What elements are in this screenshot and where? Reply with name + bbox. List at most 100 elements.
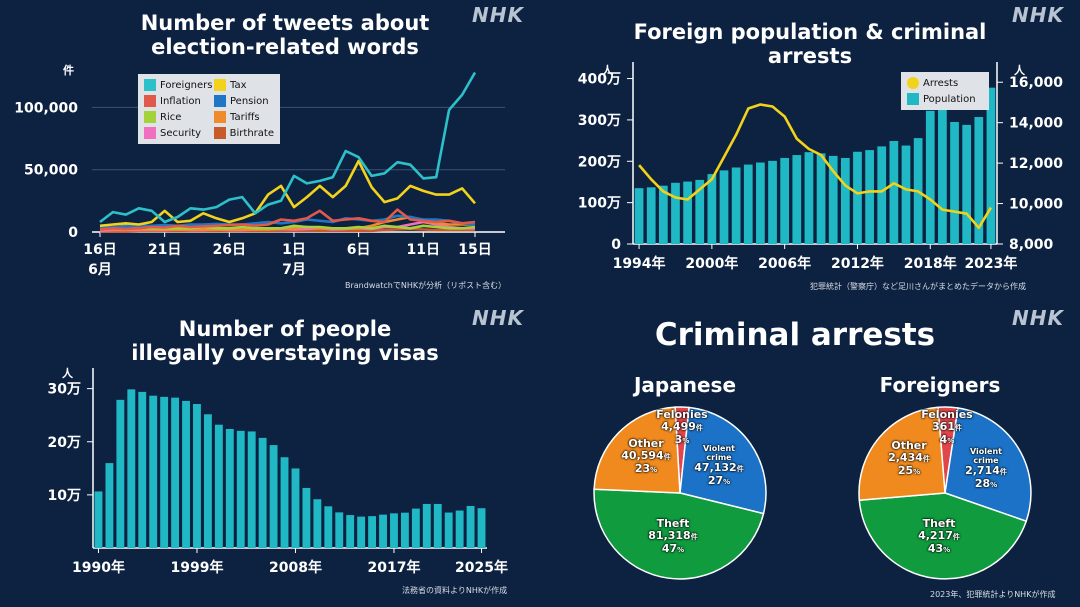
pie-label-name-line: Violent bbox=[970, 447, 1002, 456]
overstay-bar bbox=[269, 445, 278, 548]
pie-title-japanese: Japanese bbox=[633, 373, 737, 397]
overstay-ytick-label: 10万 bbox=[48, 488, 81, 504]
overstay-bar bbox=[444, 512, 453, 548]
pie-label-name-line: crime bbox=[973, 456, 999, 465]
population-bar bbox=[792, 155, 802, 244]
population-bar bbox=[707, 174, 717, 244]
pie-label-count: 40,594件 bbox=[606, 450, 686, 463]
pie-label-name: Other bbox=[628, 437, 664, 450]
legend-swatch-tariffs bbox=[214, 111, 226, 123]
population-bar bbox=[658, 185, 668, 244]
pie-label-percent: 4% bbox=[907, 434, 987, 447]
panel-population: Foreign population & criminal arrests NH… bbox=[540, 0, 1080, 303]
tweets-legend: Foreigners Tax Inflation Pension Rice Tariffs… bbox=[138, 74, 280, 144]
population-bar bbox=[925, 110, 935, 245]
pie-label-count: 47,132件 bbox=[679, 462, 759, 475]
pie-slice-japanese-theft bbox=[593, 488, 765, 580]
overstay-bar bbox=[313, 499, 322, 548]
population-bar bbox=[840, 157, 850, 244]
population-xtick-label: 2006年 bbox=[758, 255, 811, 272]
pie-count-unit: 件 bbox=[695, 424, 703, 432]
overstay-xtick-label: 2025年 bbox=[455, 559, 508, 576]
pie-count-unit: 件 bbox=[952, 533, 960, 541]
legend-label-arrests: Arrests bbox=[923, 77, 959, 89]
pie-label-count: 361件 bbox=[907, 421, 987, 434]
population-bar bbox=[816, 153, 826, 244]
overstay-bar bbox=[291, 468, 300, 548]
panel-arrests: Criminal arrests NHK Japanese Foreigners… bbox=[540, 303, 1080, 607]
pie-count-value: 81,318 bbox=[648, 529, 691, 542]
tweets-xtick-sublabel: 6月 bbox=[88, 262, 112, 278]
population-left-tick-label: 400万 bbox=[578, 72, 621, 88]
tweets-ytick-label: 50,000 bbox=[24, 163, 78, 179]
legend-swatch-birthrate bbox=[214, 127, 226, 139]
overstay-bar bbox=[247, 431, 256, 548]
population-bar bbox=[828, 155, 838, 244]
pie-slice-foreigners-violent-crime bbox=[944, 407, 1032, 523]
overstay-xtick-label: 2017年 bbox=[367, 559, 420, 576]
nhk-logo-2: NHK bbox=[1012, 3, 1064, 27]
legend-swatch-pension bbox=[214, 95, 226, 107]
pie-count-unit: 件 bbox=[954, 424, 962, 432]
pie-label-count: 2,714件 bbox=[946, 465, 1026, 478]
pie-percent-sign: % bbox=[650, 466, 658, 474]
pie-percent-value: 25 bbox=[897, 464, 914, 477]
population-right-tick-label: 16,000 bbox=[1009, 75, 1063, 91]
pie-label-foreigners-theft: Theft 4,217件 43% bbox=[899, 518, 979, 556]
pie-label-percent: 3% bbox=[642, 434, 722, 447]
population-right-tick-label: 10,000 bbox=[1009, 197, 1063, 213]
population-bar bbox=[731, 167, 741, 244]
pie-slice-japanese-violent-crime bbox=[679, 406, 767, 515]
overstay-bar bbox=[171, 397, 180, 548]
legend-item-pension: Pension bbox=[214, 93, 274, 109]
overstay-bar bbox=[193, 404, 201, 548]
population-right-tick-label: 12,000 bbox=[1009, 156, 1063, 172]
overstay-bar bbox=[466, 505, 475, 548]
overstay-bar bbox=[368, 516, 377, 548]
pie-count-value: 2,434 bbox=[888, 451, 923, 464]
population-left-tick-label: 300万 bbox=[578, 113, 621, 129]
overstay-bar bbox=[149, 395, 158, 548]
pie-count-value: 4,217 bbox=[918, 529, 953, 542]
tweets-unit-label: 件 bbox=[63, 63, 74, 77]
panel-tweets: Number of tweets about election-related … bbox=[0, 0, 540, 303]
overstay-bar bbox=[335, 512, 344, 548]
pie-count-unit: 件 bbox=[922, 455, 930, 463]
pie-label-count: 4,217件 bbox=[899, 530, 979, 543]
legend-swatch-foreigners bbox=[144, 79, 156, 91]
legend-label-tax: Tax bbox=[230, 79, 247, 91]
pie-percent-value: 43 bbox=[927, 542, 944, 555]
tweets-series-line-pension bbox=[100, 214, 476, 229]
overstay-title-line-2: illegally overstaying visas bbox=[131, 341, 439, 365]
population-xtick-label: 2000年 bbox=[685, 255, 738, 272]
nhk-logo-4: NHK bbox=[1012, 306, 1064, 330]
pie-label-name: Felonies bbox=[656, 408, 708, 421]
pie-percent-value: 3 bbox=[674, 433, 683, 446]
pie-label-name: Theft bbox=[656, 517, 690, 530]
pie-label-percent: 28% bbox=[946, 478, 1026, 491]
pie-label-count: 2,434件 bbox=[869, 452, 949, 465]
pie-percent-value: 23 bbox=[634, 462, 651, 475]
population-bar bbox=[974, 117, 984, 244]
pie-percent-sign: % bbox=[990, 481, 998, 489]
overstay-bar bbox=[203, 414, 212, 548]
pie-count-value: 4,499 bbox=[661, 420, 696, 433]
population-bar bbox=[768, 160, 777, 244]
population-bar bbox=[901, 145, 911, 244]
legend-swatch-tax bbox=[214, 79, 226, 91]
pie-label-foreigners-violent-crime: Violent crime 2,714件 28% bbox=[946, 447, 1026, 491]
pie-label-percent: 43% bbox=[899, 543, 979, 556]
legend-label-birthrate: Birthrate bbox=[229, 127, 274, 139]
overstay-bar bbox=[411, 508, 420, 548]
population-bar bbox=[780, 157, 790, 244]
pie-label-percent: 47% bbox=[633, 543, 713, 556]
pie-label-name: Theft bbox=[922, 517, 956, 530]
population-bar bbox=[719, 170, 729, 244]
population-bar bbox=[865, 150, 874, 244]
population-bar bbox=[683, 181, 692, 244]
population-xtick-label: 2023年 bbox=[964, 255, 1017, 272]
legend-item-inflation: Inflation bbox=[144, 93, 214, 109]
overstay-bar bbox=[182, 400, 190, 548]
tweets-chart: 件 0 50,000 100,000 16日 6月 21日 26日 1日 7月 6日 11日 15日 bbox=[14, 63, 505, 278]
population-bar bbox=[671, 182, 680, 244]
